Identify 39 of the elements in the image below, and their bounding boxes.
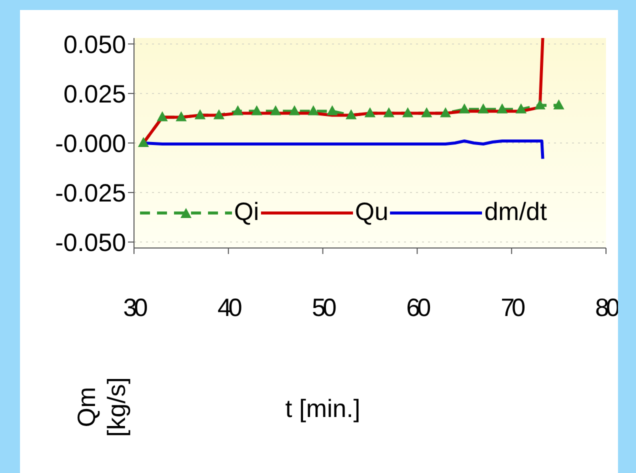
y-axis-title: Qm [kg/s] [73, 377, 131, 437]
point [383, 107, 394, 118]
y-tick-label: -0.025 [55, 179, 126, 208]
y-tick-label: -0.050 [55, 228, 126, 257]
x-tick-label: 60 [406, 294, 430, 322]
point [440, 107, 452, 118]
legend-label: dm/dt [484, 198, 547, 227]
y-tick-label: 0.050 [63, 30, 126, 59]
point [270, 105, 282, 116]
point [232, 105, 244, 116]
legend-label: Qi [234, 198, 259, 227]
point [308, 105, 319, 116]
x-axis-title: t [min.] [285, 395, 360, 423]
point [138, 137, 149, 147]
point [288, 105, 300, 116]
point [534, 99, 546, 110]
point [326, 105, 338, 116]
point [402, 107, 414, 118]
point [478, 103, 489, 114]
x-tick-label: 50 [312, 294, 336, 322]
x-tick-label: 80 [595, 294, 619, 322]
point [364, 107, 376, 118]
point [553, 99, 564, 110]
x-tick-label: 40 [217, 294, 242, 322]
x-tick-label: 70 [500, 294, 525, 322]
point [458, 103, 470, 114]
y-tick-label: -0.000 [55, 130, 126, 158]
point [156, 111, 168, 122]
x-tick-label: 30 [123, 294, 147, 322]
point [346, 109, 357, 120]
point [496, 103, 508, 114]
y-tick-label: 0.025 [63, 80, 126, 108]
point [194, 109, 206, 120]
point [421, 107, 432, 118]
point [176, 111, 187, 122]
legend-label: Qu [355, 198, 388, 227]
point [516, 103, 527, 114]
point [213, 109, 224, 120]
point [251, 105, 262, 116]
